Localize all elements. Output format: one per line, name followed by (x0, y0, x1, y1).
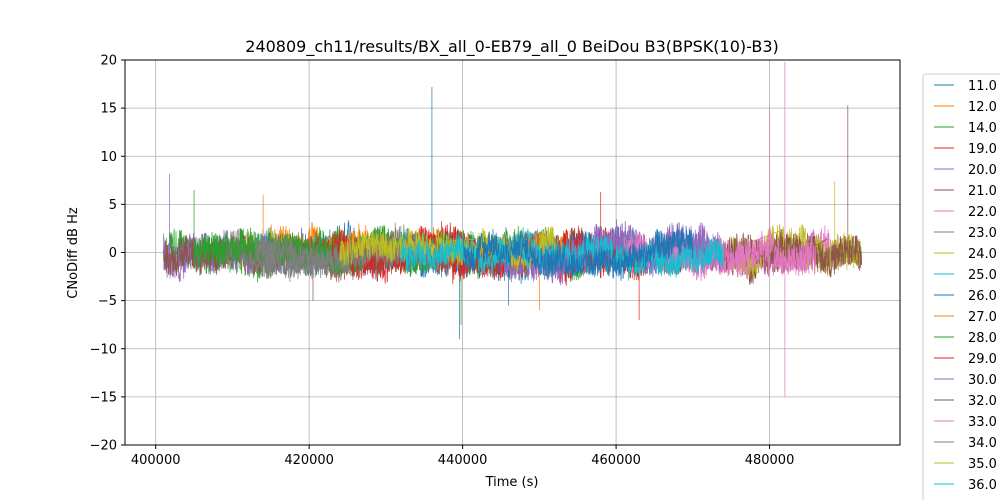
axis-ticks: 400000 420000 440000 460000 480000 −20 −15 −10 −… (90, 54, 795, 469)
series-line-35.0 (339, 226, 556, 272)
chart-title: 240809_ch11/results/BX_all_0-EB79_all_0 … (245, 37, 778, 57)
legend: 11.0 12.0 14.0 19.0 20.0 21.0 22.0 23.0 24.0 25.0… (922, 73, 1000, 504)
legend-label: 33.0 (968, 415, 997, 430)
series-line-22.0 (615, 61, 839, 397)
legend-label: 23.0 (968, 226, 997, 241)
legend-label: 14.0 (968, 121, 997, 136)
legend-label: 36.0 (968, 478, 997, 493)
legend-label: 22.0 (968, 205, 997, 220)
y-tick-label: −15 (90, 390, 117, 405)
legend-label: 35.0 (968, 457, 997, 472)
series-line-37.0 (462, 224, 694, 281)
y-tick-label: 5 (109, 198, 117, 213)
legend-label: 26.0 (968, 289, 997, 304)
legend-label: 21.0 (968, 184, 997, 199)
series-layer (163, 61, 862, 397)
legend-label: 32.0 (968, 394, 997, 409)
legend-label: 28.0 (968, 331, 997, 346)
y-tick-label: −5 (98, 294, 117, 309)
legend-label: 34.0 (968, 436, 997, 451)
legend-label: 24.0 (968, 247, 997, 262)
x-tick-label: 420000 (284, 453, 334, 468)
y-tick-label: 10 (100, 150, 117, 165)
y-tick-label: −20 (90, 439, 117, 454)
legend-label: 25.0 (968, 268, 997, 283)
y-tick-label: 0 (109, 246, 117, 261)
legend-label: 29.0 (968, 352, 997, 367)
legend-label: 27.0 (968, 310, 997, 325)
x-tick-label: 400000 (131, 453, 181, 468)
x-tick-label: 440000 (438, 453, 488, 468)
y-tick-label: 15 (100, 102, 117, 117)
y-tick-label: 20 (100, 54, 117, 69)
y-tick-label: −10 (90, 342, 117, 357)
legend-label: 19.0 (968, 142, 997, 157)
x-axis-label: Time (s) (485, 475, 539, 490)
legend-box (922, 73, 1000, 504)
legend-label: 12.0 (968, 100, 997, 115)
series-line-36.0 (400, 233, 724, 281)
y-axis-label: CNoDiff dB Hz (66, 207, 81, 299)
x-tick-label: 460000 (591, 453, 641, 468)
legend-label: 30.0 (968, 373, 997, 388)
series-line-32.0 (723, 228, 862, 278)
x-tick-label: 480000 (745, 453, 795, 468)
legend-label: 20.0 (968, 163, 997, 178)
legend-label: 11.0 (968, 79, 997, 94)
